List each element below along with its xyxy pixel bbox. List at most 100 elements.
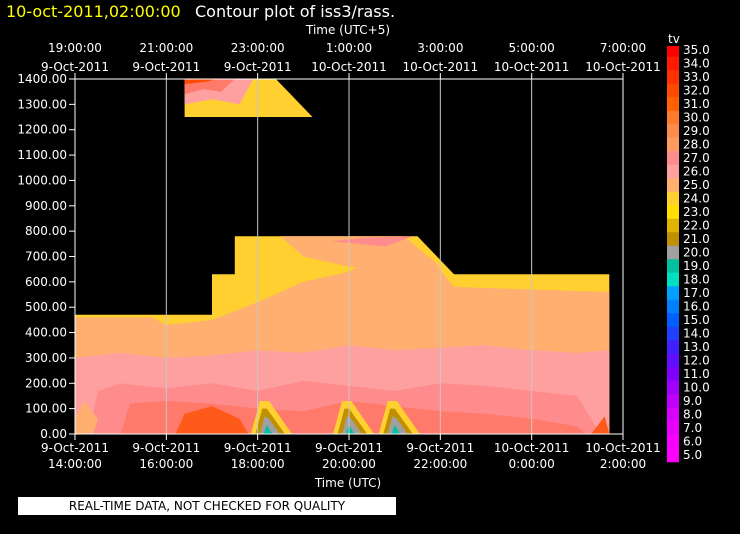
colorbar-value-5: 30.0 (683, 111, 710, 125)
mid-upper-25 (280, 236, 441, 272)
spike-cold-2 (391, 425, 401, 434)
colorbar-swatch-17 (667, 272, 679, 287)
colorbar-value-3: 32.0 (683, 84, 710, 98)
colorbar-value-25: 10.0 (683, 381, 710, 395)
x-top-tick-date-6: 10-Oct-2011 (585, 60, 661, 74)
colorbar-value-0: 35.0 (683, 43, 710, 57)
y-tick-label-3: 300.00 (25, 351, 67, 365)
colorbar-value-9: 26.0 (683, 165, 710, 179)
upper-band-30 (184, 79, 217, 85)
x-bottom-tick-date-5: 10-Oct-2011 (494, 441, 570, 455)
x-axis-bottom-ticks: 9-Oct-2011 14:00:00 9-Oct-2011 16:00:00 9-Oc… (41, 434, 661, 471)
colorbar-swatch-12 (667, 205, 679, 220)
y-tick-label-14: 1400.00 (17, 72, 67, 86)
colorbar-swatch-18 (667, 286, 679, 301)
colorbar-value-17: 18.0 (683, 273, 710, 287)
y-tick-label-10: 1000.00 (17, 173, 67, 187)
colorbar-swatch-21 (667, 326, 679, 341)
colorbar-value-16: 19.0 (683, 259, 710, 273)
colorbar-value-15: 20.0 (683, 246, 710, 260)
contour-edge (75, 401, 98, 434)
colorbar-swatch-3 (667, 83, 679, 98)
colorbar-swatch-15 (667, 245, 679, 260)
colorbar-swatch-8 (667, 151, 679, 166)
x-bottom-tick-date-1: 9-Oct-2011 (132, 441, 200, 455)
title-timestamp: 10-oct-2011,02:00:00 (6, 2, 181, 21)
colorbar-value-6: 29.0 (683, 124, 710, 138)
contour-tv-30b (591, 416, 610, 434)
x-bottom-tick-time-1: 16:00:00 (139, 457, 193, 471)
top-axis-label: Time (UTC+5) (305, 23, 390, 37)
x-bottom-tick-date-3: 9-Oct-2011 (315, 441, 383, 455)
colorbar-value-22: 13.0 (683, 340, 710, 354)
colorbar-value-30: 5.0 (683, 448, 702, 462)
colorbar-swatch-23 (667, 353, 679, 368)
y-tick-label-12: 1200.00 (17, 123, 67, 137)
colorbar-swatch-16 (667, 259, 679, 274)
colorbar-value-27: 8.0 (683, 408, 702, 422)
colorbar-swatch-27 (667, 407, 679, 422)
x-bottom-tick-date-0: 9-Oct-2011 (41, 441, 109, 455)
colorbar: 35.034.033.032.031.030.029.028.027.026.0… (667, 43, 710, 463)
colorbar-swatch-13 (667, 218, 679, 233)
x-top-tick-date-2: 9-Oct-2011 (224, 60, 292, 74)
spike-cold-0 (263, 425, 273, 434)
colorbar-value-1: 34.0 (683, 57, 710, 71)
mid-upper-27 (330, 236, 413, 247)
colorbar-value-7: 28.0 (683, 138, 710, 152)
colorbar-value-12: 23.0 (683, 205, 710, 219)
gridlines (165, 79, 533, 434)
colorbar-value-19: 16.0 (683, 300, 710, 314)
y-tick-label-9: 900.00 (25, 199, 67, 213)
contour-tv-30 (175, 406, 249, 434)
x-bottom-tick-time-5: 0:00:00 (509, 457, 555, 471)
colorbar-value-18: 17.0 (683, 286, 710, 300)
y-tick-label-13: 1300.00 (17, 97, 67, 111)
colorbar-value-23: 12.0 (683, 354, 710, 368)
colorbar-swatch-1 (667, 56, 679, 71)
x-top-tick-date-5: 10-Oct-2011 (494, 60, 570, 74)
upper-band-28 (184, 79, 235, 95)
y-tick-label-2: 200.00 (25, 376, 67, 390)
quality-disclaimer: REAL-TIME DATA, NOT CHECKED FOR QUALITY (18, 497, 396, 515)
colorbar-value-8: 27.0 (683, 151, 710, 165)
colorbar-swatch-11 (667, 191, 679, 206)
colorbar-value-10: 25.0 (683, 178, 710, 192)
colorbar-value-28: 7.0 (683, 421, 702, 435)
x-bottom-tick-date-4: 9-Oct-2011 (406, 441, 474, 455)
colorbar-value-11: 24.0 (683, 192, 710, 206)
y-tick-label-7: 700.00 (25, 250, 67, 264)
y-tick-label-5: 500.00 (25, 300, 67, 314)
colorbar-swatch-9 (667, 164, 679, 179)
x-top-tick-time-2: 23:00:00 (231, 41, 285, 55)
colorbar-swatch-28 (667, 421, 679, 436)
colorbar-value-14: 21.0 (683, 232, 710, 246)
x-bottom-tick-date-2: 9-Oct-2011 (224, 441, 292, 455)
spike-grey-1 (342, 416, 362, 434)
x-top-tick-date-1: 9-Oct-2011 (132, 60, 200, 74)
y-tick-label-6: 600.00 (25, 275, 67, 289)
colorbar-swatch-20 (667, 313, 679, 328)
x-bottom-tick-time-2: 18:00:00 (231, 457, 285, 471)
y-tick-label-11: 1100.00 (17, 148, 67, 162)
colorbar-value-2: 33.0 (683, 70, 710, 84)
colorbar-swatch-14 (667, 232, 679, 247)
colorbar-swatch-10 (667, 178, 679, 193)
colorbar-label: tv (668, 32, 680, 46)
colorbar-swatch-19 (667, 299, 679, 314)
colorbar-swatch-25 (667, 380, 679, 395)
x-top-tick-date-3: 10-Oct-2011 (311, 60, 387, 74)
x-bottom-tick-time-3: 20:00:00 (322, 457, 376, 471)
colorbar-value-20: 15.0 (683, 313, 710, 327)
x-top-tick-time-3: 1:00:00 (326, 41, 372, 55)
x-bottom-tick-time-4: 22:00:00 (413, 457, 467, 471)
bottom-axis-label: Time (UTC) (314, 476, 381, 490)
contour-fill (75, 79, 610, 434)
colorbar-swatch-29 (667, 434, 679, 449)
x-bottom-tick-time-6: 2:00:00 (600, 457, 646, 471)
colorbar-value-29: 6.0 (683, 435, 702, 449)
colorbar-value-26: 9.0 (683, 394, 702, 408)
y-tick-label-4: 400.00 (25, 326, 67, 340)
spike-cold-1 (345, 425, 355, 434)
